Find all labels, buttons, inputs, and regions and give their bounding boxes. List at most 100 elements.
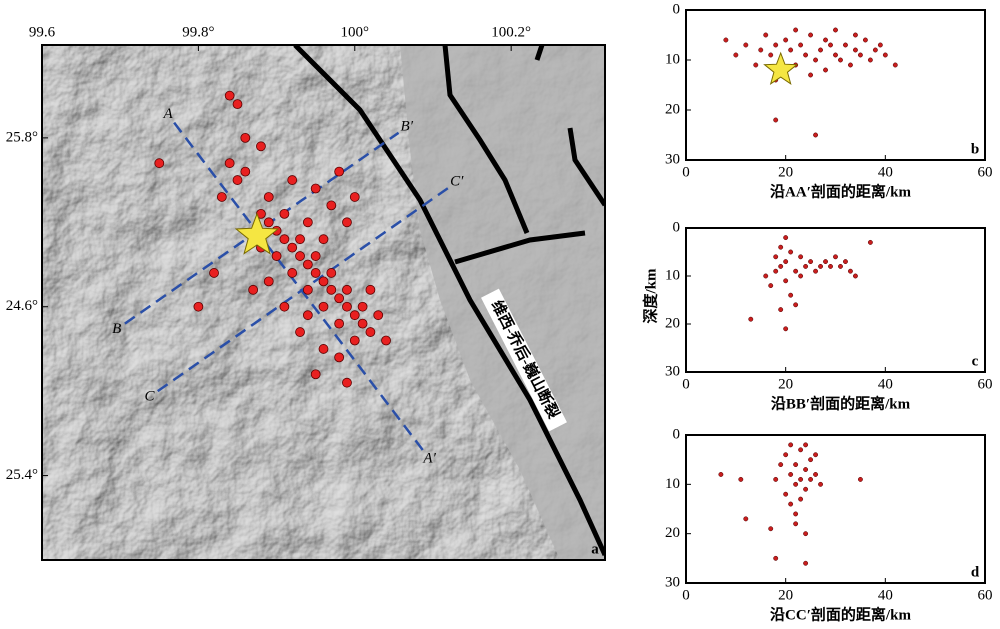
earthquake xyxy=(318,301,329,312)
earthquake xyxy=(773,254,779,260)
earthquake xyxy=(240,132,251,143)
y-tick-label: 30 xyxy=(665,151,680,167)
earthquake xyxy=(318,276,329,287)
earthquake xyxy=(334,318,345,329)
earthquake xyxy=(892,62,898,68)
earthquake xyxy=(302,217,313,228)
y-tick-label: 0 xyxy=(673,219,681,235)
earthquake xyxy=(295,234,305,245)
earthquake xyxy=(748,316,754,322)
profile-end-label: B′ xyxy=(401,119,414,135)
earthquake xyxy=(803,560,809,566)
earthquake xyxy=(778,307,784,313)
earthquake xyxy=(349,192,360,202)
y-tick-label: 10 xyxy=(665,51,680,67)
earthquake xyxy=(828,42,833,48)
earthquake xyxy=(833,254,838,260)
x-tick-label: 60 xyxy=(978,164,993,180)
y-tick-label: 0 xyxy=(673,426,681,442)
earthquake xyxy=(381,335,391,346)
earthquake xyxy=(763,32,769,38)
earthquake xyxy=(783,37,789,43)
faults xyxy=(293,45,605,557)
earthquake xyxy=(279,208,290,219)
earthquake xyxy=(788,292,794,298)
earthquake xyxy=(818,47,823,53)
earthquake xyxy=(302,310,313,321)
y-tick-label: 10 xyxy=(665,267,680,283)
earthquake xyxy=(852,273,858,279)
plot-frame xyxy=(685,227,986,373)
earthquake xyxy=(783,235,789,241)
earthquake xyxy=(773,117,779,123)
fault xyxy=(534,45,545,61)
earthquake xyxy=(365,327,376,337)
earthquake xyxy=(783,491,789,497)
earthquake xyxy=(813,452,819,458)
x-axis-label: 沿CC′剖面的距离/km xyxy=(770,605,911,623)
y-tick-label: 25.8° xyxy=(6,129,38,145)
earthquake xyxy=(788,47,794,53)
x-tick-label: 100° xyxy=(341,24,370,40)
earthquake xyxy=(808,259,814,265)
earthquake xyxy=(295,327,305,337)
x-axis-label: 沿BB′剖面的距离/km xyxy=(771,394,911,412)
earthquake xyxy=(773,268,779,274)
earthquake xyxy=(773,42,779,48)
earthquake xyxy=(193,301,204,312)
earthquake xyxy=(857,52,863,58)
fault xyxy=(567,127,605,207)
earthquake xyxy=(768,52,774,58)
earthquake xyxy=(788,249,794,255)
earthquake xyxy=(778,462,784,468)
x-tick-label: 99.8° xyxy=(182,24,214,40)
earthquake xyxy=(813,268,819,274)
earthquake xyxy=(763,273,769,279)
earthquake xyxy=(803,52,809,58)
earthquake xyxy=(295,251,305,261)
earthquake xyxy=(788,442,794,448)
x-axis-label: 沿AA′剖面的距离/km xyxy=(770,182,911,200)
earthquake xyxy=(326,200,337,211)
y-tick-label: 20 xyxy=(665,315,680,331)
x-tick-label: 100.2° xyxy=(491,24,531,40)
fault xyxy=(442,45,530,234)
earthquake xyxy=(310,268,321,278)
plot-area xyxy=(686,10,985,160)
earthquake xyxy=(803,467,809,472)
x-tick-label: 40 xyxy=(878,164,893,180)
earthquake xyxy=(828,263,833,269)
earthquake xyxy=(852,47,858,53)
earthquake xyxy=(788,501,794,507)
earthquake xyxy=(872,47,878,53)
earthquake xyxy=(723,37,729,43)
earthquake xyxy=(793,462,799,468)
earthquake xyxy=(798,42,804,48)
plot-frame xyxy=(685,9,986,161)
earthquake xyxy=(240,166,251,177)
earthquake xyxy=(758,47,764,53)
profile-end-label: C′ xyxy=(450,173,464,189)
earthquake xyxy=(813,132,819,138)
earthquake xyxy=(342,217,352,228)
earthquake xyxy=(803,486,809,492)
earthquake xyxy=(813,472,819,477)
fault xyxy=(454,230,586,265)
earthquake xyxy=(848,62,853,68)
earthquake xyxy=(334,166,345,177)
earthquake xyxy=(823,37,828,43)
earthquake xyxy=(793,27,799,33)
earthquake xyxy=(743,42,749,48)
panel-label: d xyxy=(971,564,980,580)
earthquake xyxy=(326,268,337,278)
earthquake xyxy=(302,284,313,295)
plot-frame xyxy=(41,44,606,561)
earthquake xyxy=(349,310,360,321)
earthquake xyxy=(718,472,724,477)
earthquake xyxy=(310,183,321,194)
earthquake xyxy=(798,447,804,453)
earthquake xyxy=(818,263,823,269)
earthquake xyxy=(798,254,804,260)
